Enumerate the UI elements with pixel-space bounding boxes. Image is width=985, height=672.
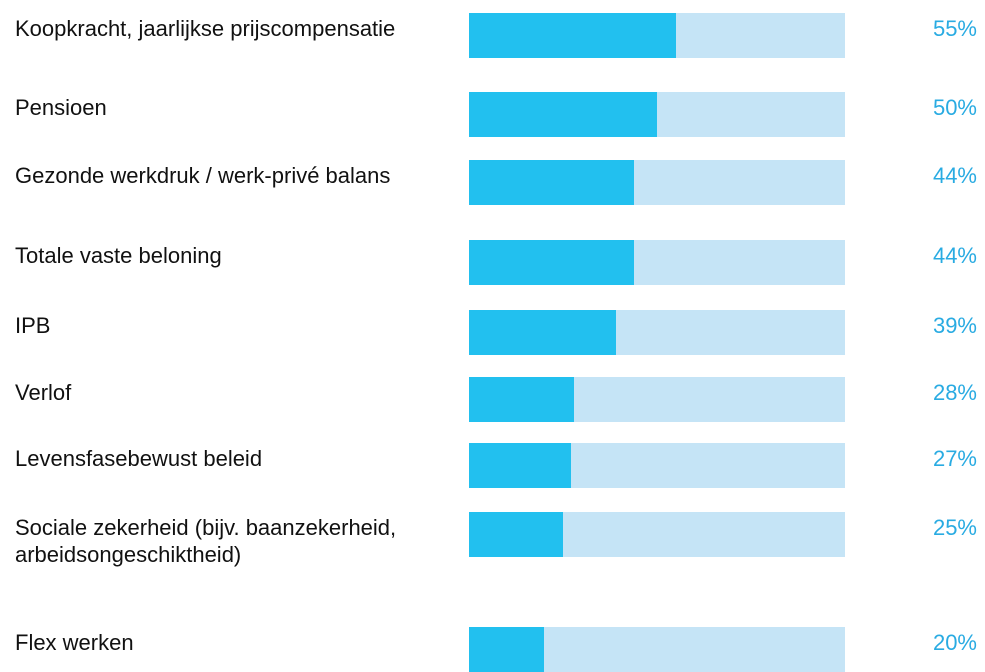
value-label: 25%	[932, 515, 977, 540]
bar-track	[469, 377, 845, 422]
value-label: 20%	[932, 630, 977, 655]
category-label: Flex werken	[15, 630, 134, 655]
bar-track	[469, 160, 845, 205]
bar-track	[469, 443, 845, 488]
category-label: IPB	[15, 313, 51, 338]
bar	[469, 512, 563, 557]
category-label: Koopkracht, jaarlijkse prijscompensatie	[15, 16, 396, 41]
bar	[469, 377, 575, 422]
category-label: Verlof	[15, 380, 72, 405]
category-label: Gezonde werkdruk / werk-privé balans	[15, 163, 391, 188]
value-label: 27%	[932, 446, 977, 471]
bar-track	[469, 240, 845, 285]
bar-track	[469, 310, 845, 355]
value-label: 44%	[932, 243, 977, 268]
value-label: 50%	[932, 95, 977, 120]
bar	[469, 310, 616, 355]
bar	[469, 240, 635, 285]
category-label: Sociale zekerheid (bijv. baanzekerheid, …	[15, 515, 397, 567]
value-label: 39%	[932, 313, 977, 338]
bar-track	[469, 13, 845, 58]
bar-track	[469, 627, 845, 672]
value-label: 55%	[932, 16, 977, 41]
bar	[469, 92, 657, 137]
category-label: Levensfasebewust beleid	[15, 446, 263, 471]
value-label: 44%	[932, 163, 977, 188]
bar	[469, 443, 571, 488]
category-label: Totale vaste beloning	[15, 243, 222, 268]
bar-track	[469, 512, 845, 557]
bar	[469, 13, 676, 58]
bar-track	[469, 92, 845, 137]
value-label: 28%	[932, 380, 977, 405]
bar	[469, 627, 545, 672]
bar	[469, 160, 635, 205]
category-label: Pensioen	[15, 95, 107, 120]
